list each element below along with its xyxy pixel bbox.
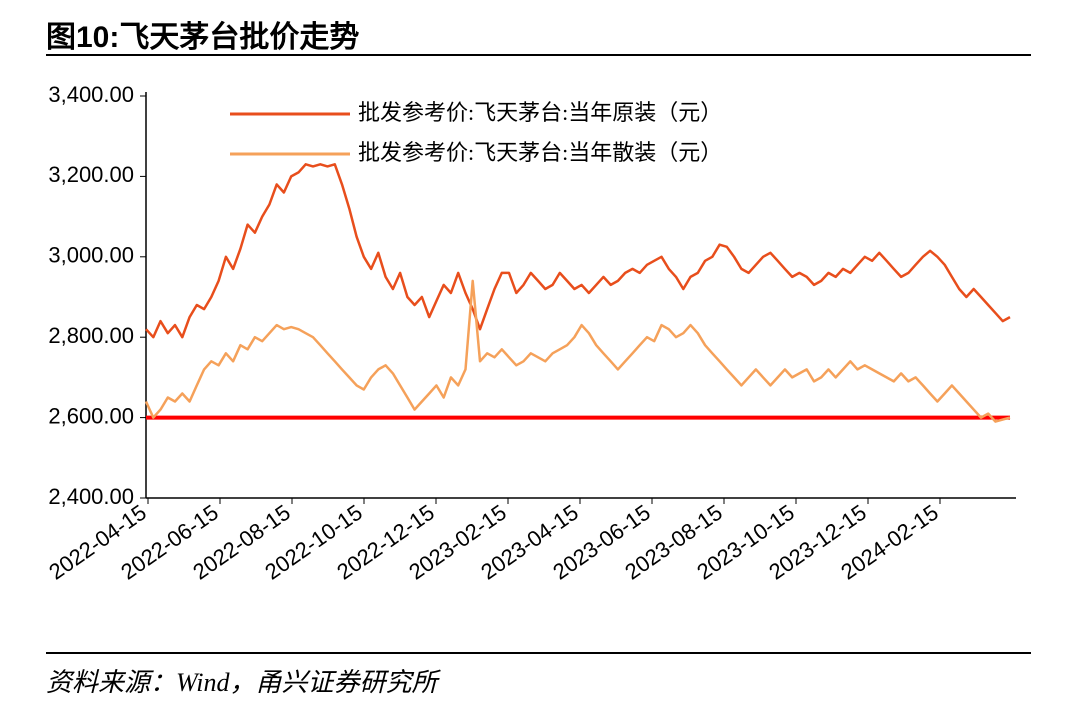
y-tick-label: 2,800.00 (48, 323, 134, 348)
y-tick-label: 3,400.00 (48, 82, 134, 107)
legend-label: 批发参考价:飞天茅台:当年原装（元） (358, 100, 722, 125)
series-line (146, 281, 1010, 422)
figure-container: 图10:飞天茅台批价走势 2,400.002,600.002,800.003,0… (0, 0, 1065, 711)
series-line (146, 164, 1010, 337)
source-rule (46, 652, 1031, 654)
y-tick-label: 2,600.00 (48, 403, 134, 428)
y-tick-label: 3,000.00 (48, 243, 134, 268)
chart-canvas: 2,400.00 2,600.00 2,800.00 3,000.00 3,200.00… (0, 0, 1065, 660)
chart-source: 资料来源：Wind，甬兴证券研究所 (46, 662, 437, 699)
y-tick-label: 2,400.00 (48, 484, 134, 509)
y-tick-label: 3,200.00 (48, 162, 134, 187)
legend-label: 批发参考价:飞天茅台:当年散装（元） (358, 140, 722, 165)
